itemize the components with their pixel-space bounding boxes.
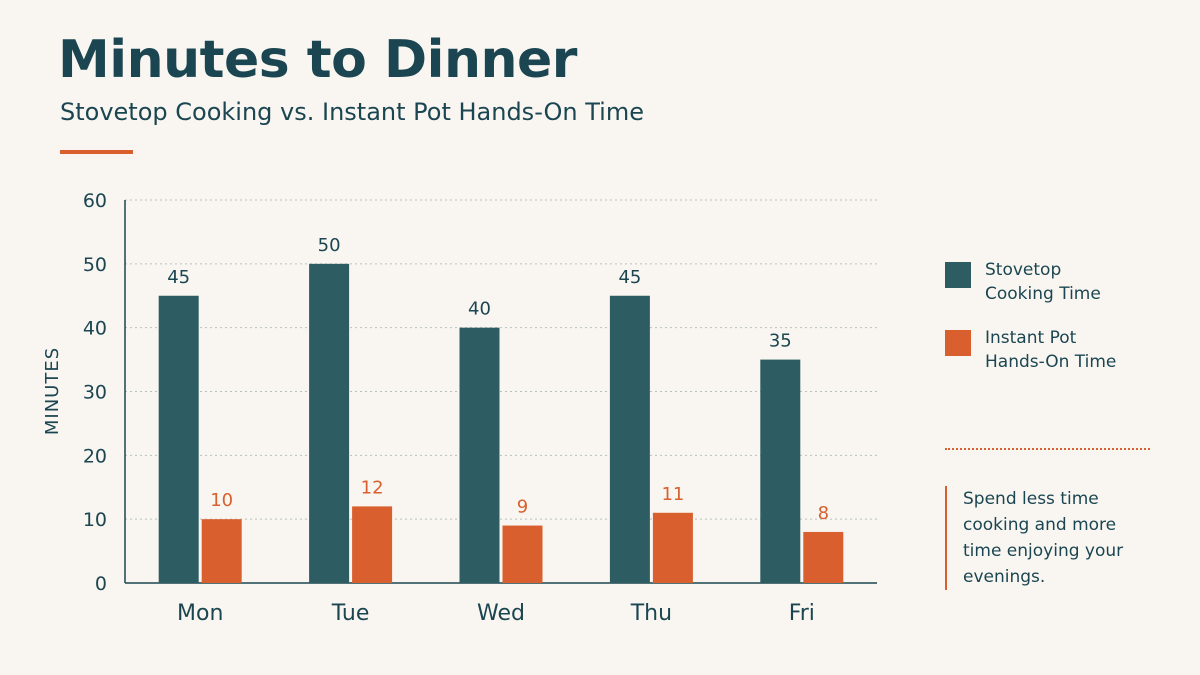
x-tick-label: Mon (177, 601, 223, 626)
data-label: 45 (618, 267, 641, 288)
bar-stovetop (760, 359, 801, 583)
y-tick-label: 60 (83, 190, 107, 212)
legend-item-stovetop: Stovetop Cooking Time (945, 258, 1185, 306)
callout-note: Spend less time cooking and more time en… (945, 486, 1153, 590)
x-tick-label: Thu (630, 601, 672, 626)
data-label: 12 (361, 477, 384, 498)
y-tick-label: 20 (83, 445, 107, 467)
data-label: 40 (468, 299, 491, 320)
data-label: 8 (818, 503, 829, 524)
bar-stovetop (158, 295, 199, 583)
legend-item-instant-pot: Instant Pot Hands-On Time (945, 326, 1185, 374)
legend: Stovetop Cooking Time Instant Pot Hands-… (945, 258, 1185, 394)
legend-swatch-instant-pot (945, 330, 971, 356)
bar-instant-pot (201, 519, 242, 583)
x-tick-label: Tue (331, 601, 370, 626)
chart-subtitle: Stovetop Cooking vs. Instant Pot Hands-O… (60, 98, 644, 126)
y-tick-label: 30 (83, 382, 107, 404)
x-tick-label: Fri (789, 601, 815, 626)
y-tick-label: 50 (83, 254, 107, 276)
bar-stovetop (609, 295, 650, 583)
x-tick-label: Wed (477, 601, 525, 626)
dotted-divider (945, 448, 1150, 450)
legend-swatch-stovetop (945, 262, 971, 288)
data-label: 35 (769, 331, 792, 352)
y-axis-title: MINUTES (42, 347, 63, 435)
bar-instant-pot (502, 525, 543, 583)
bar-instant-pot (803, 531, 844, 583)
legend-label-instant-pot: Instant Pot Hands-On Time (985, 328, 1117, 372)
data-label: 10 (210, 490, 233, 511)
data-label: 9 (517, 497, 528, 518)
legend-label-stovetop: Stovetop Cooking Time (985, 260, 1101, 304)
data-label: 45 (167, 267, 190, 288)
bar-instant-pot (652, 512, 693, 583)
bar-instant-pot (352, 506, 393, 583)
bar-stovetop (309, 263, 350, 583)
title-accent-rule (60, 150, 133, 154)
data-label: 11 (661, 484, 684, 505)
chart-title: Minutes to Dinner (58, 30, 577, 90)
data-label: 50 (318, 235, 341, 256)
bar-stovetop (459, 327, 500, 583)
y-tick-label: 0 (95, 573, 107, 595)
y-tick-label: 40 (83, 318, 107, 340)
y-tick-label: 10 (83, 509, 107, 531)
